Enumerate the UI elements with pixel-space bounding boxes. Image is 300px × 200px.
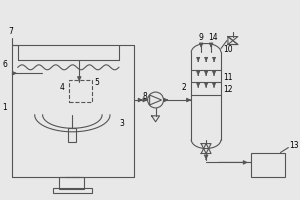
Text: 2: 2 xyxy=(181,83,186,92)
Text: 12: 12 xyxy=(223,85,232,94)
Text: 4: 4 xyxy=(59,83,64,92)
Text: 6: 6 xyxy=(2,60,8,69)
Text: 1: 1 xyxy=(3,103,7,112)
Bar xyxy=(251,153,285,177)
Text: 13: 13 xyxy=(290,141,299,150)
Text: 9: 9 xyxy=(198,33,203,42)
Text: 10: 10 xyxy=(223,45,232,54)
Text: 5: 5 xyxy=(94,78,99,87)
Bar xyxy=(59,177,84,189)
Text: 11: 11 xyxy=(223,73,232,82)
Text: 8: 8 xyxy=(143,92,147,101)
Bar xyxy=(69,80,92,102)
Bar xyxy=(68,128,76,142)
Text: 7: 7 xyxy=(8,27,13,36)
Text: 3: 3 xyxy=(119,119,124,128)
Bar xyxy=(52,188,92,193)
Text: 14: 14 xyxy=(208,33,218,42)
